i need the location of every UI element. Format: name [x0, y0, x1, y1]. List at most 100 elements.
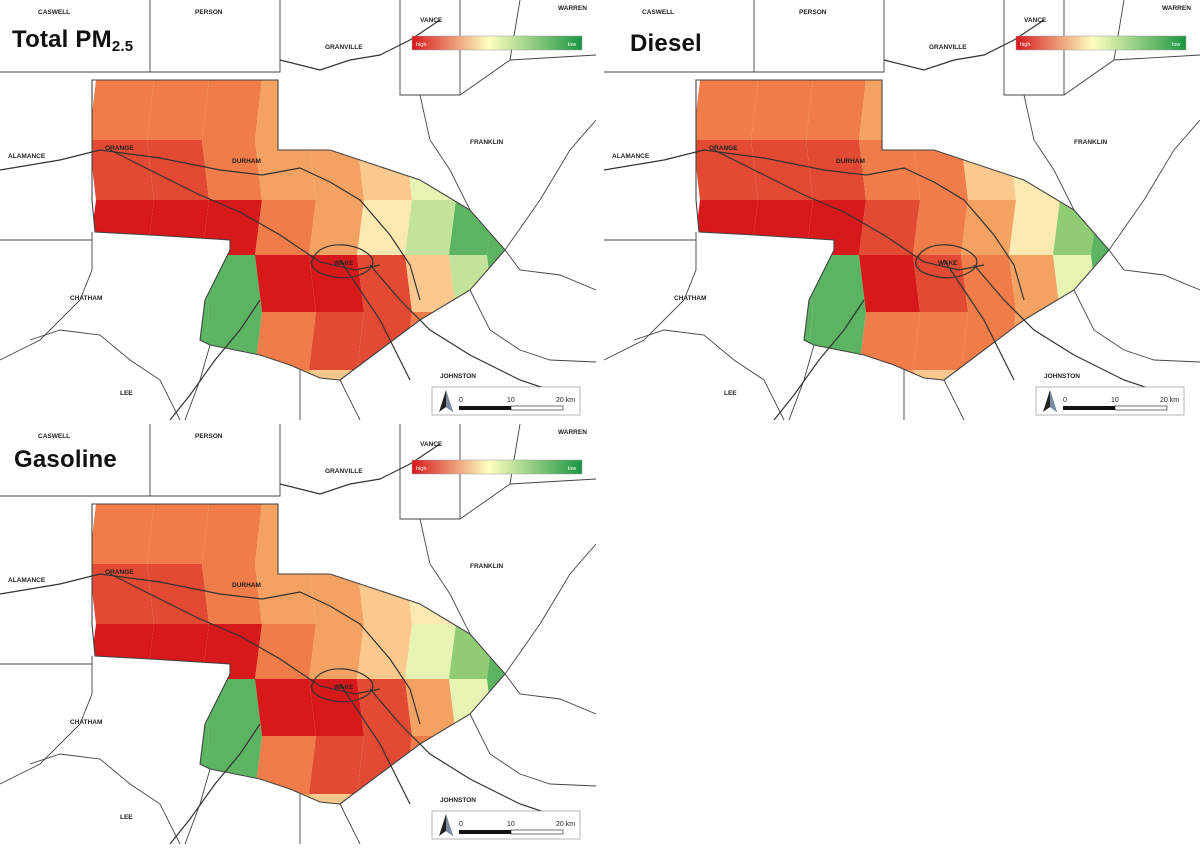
scale-bar: 0 10 20 km [1035, 386, 1185, 416]
highway [369, 688, 581, 825]
county-line [29, 329, 181, 420]
grid-cell [487, 200, 505, 255]
grid-cell [1009, 255, 1060, 312]
grid-cell [202, 255, 262, 312]
county-label-lee: LEE [120, 390, 133, 397]
grid-cell [202, 140, 262, 200]
county-line [469, 289, 596, 363]
grid-cell [1121, 255, 1148, 312]
grid-cell [859, 200, 920, 255]
grid-cell [487, 794, 505, 804]
grid-cell [487, 370, 505, 380]
grid-cell [449, 624, 494, 679]
grid-cell [255, 140, 316, 200]
grid-cell [806, 255, 866, 312]
grid-cell [449, 312, 494, 370]
grid-cell [357, 794, 412, 804]
county-line [633, 329, 785, 420]
county-line [504, 119, 596, 251]
county-label-alamance: ALAMANCE [8, 577, 46, 584]
county-label-lee: LEE [120, 814, 133, 821]
map-panel-gasoline: CASWELL PERSON VANCE WARREN GRANVILLE FRANKLI… [0, 424, 596, 848]
grid-cell [487, 312, 505, 370]
grid-cell [92, 80, 154, 140]
county-label-chatham: CHATHAM [70, 295, 102, 302]
grid-cell [1053, 312, 1098, 370]
highway [109, 573, 381, 695]
grid-cell [92, 736, 154, 794]
grid-cell [806, 370, 866, 380]
grid-cell [1121, 80, 1148, 140]
grid-cell [255, 80, 316, 140]
county-line [1023, 94, 1075, 211]
grid-cell [449, 255, 494, 312]
grid-cell [487, 140, 505, 200]
grid-cell [806, 140, 866, 200]
grid-cell [696, 80, 758, 140]
grid-cell [1053, 80, 1098, 140]
county-boundaries [604, 0, 1200, 420]
county-label-durham: DURHAM [232, 158, 261, 165]
county-label-alamance: ALAMANCE [8, 153, 46, 160]
county-label-johnston: JOHNSTON [440, 797, 476, 804]
county-line [509, 0, 521, 61]
scale-label-end: 20 km [1160, 397, 1179, 404]
grid-cell [405, 80, 456, 140]
county-label-franklin: FRANKLIN [1074, 139, 1108, 146]
legend-low-label: low [568, 466, 576, 472]
grid-cell [255, 312, 316, 370]
grid-cell [913, 80, 968, 140]
grid-cell [859, 80, 920, 140]
highway [0, 149, 421, 301]
grid-cell [913, 140, 968, 200]
grid-cell [1053, 255, 1098, 312]
grid-cell [517, 255, 544, 312]
legend-low-label: low [568, 42, 576, 48]
county-line [419, 518, 471, 635]
county-line [504, 249, 596, 291]
grid-cell [309, 80, 364, 140]
study-area-outline [91, 79, 506, 381]
grid-cell [449, 736, 494, 794]
legend-high-label: high [416, 466, 426, 472]
grid-cell [255, 255, 316, 312]
panel-title-total: Total PM2.5 [12, 26, 134, 55]
grid-cell [751, 312, 813, 370]
grid-cell [147, 564, 209, 624]
grid-cell [913, 200, 968, 255]
highway [169, 299, 261, 420]
highway [604, 149, 1025, 301]
grid-cell [751, 80, 813, 140]
grid-cell [961, 200, 1016, 255]
grid-cell [309, 564, 364, 624]
county-label-durham: DURHAM [836, 158, 865, 165]
grid-cell [696, 370, 758, 380]
grid-cell [1053, 200, 1098, 255]
county-line [1113, 0, 1125, 61]
grid-cell [147, 504, 209, 564]
grid-cell [751, 200, 813, 255]
grid-cell [487, 504, 505, 564]
county-line [184, 344, 211, 420]
county-label-chatham: CHATHAM [70, 719, 102, 726]
grid-cell [696, 312, 758, 370]
grid-cell [859, 370, 920, 380]
map-canvas-gasoline: CASWELL PERSON VANCE WARREN GRANVILLE FRANKLI… [0, 424, 596, 844]
grid-cell [751, 370, 813, 380]
grid-cell [202, 794, 262, 804]
scale-bar: 0 10 20 km [431, 386, 581, 416]
grid-cell [92, 200, 154, 255]
beltline-road [311, 668, 374, 703]
county-label-johnston: JOHNSTON [440, 373, 476, 380]
county-label-person: PERSON [195, 433, 223, 440]
county-label-warren: WARREN [558, 429, 587, 436]
study-area-outline [695, 79, 1110, 381]
grid-cell [487, 80, 505, 140]
highway [773, 299, 865, 420]
county-line [504, 543, 596, 675]
panel-title-diesel: Diesel [630, 30, 702, 57]
county-label-wake: WAKE [334, 260, 354, 267]
legend-ramp [411, 35, 583, 51]
county-label-warren: WARREN [558, 5, 587, 12]
grid-cell [92, 312, 154, 370]
